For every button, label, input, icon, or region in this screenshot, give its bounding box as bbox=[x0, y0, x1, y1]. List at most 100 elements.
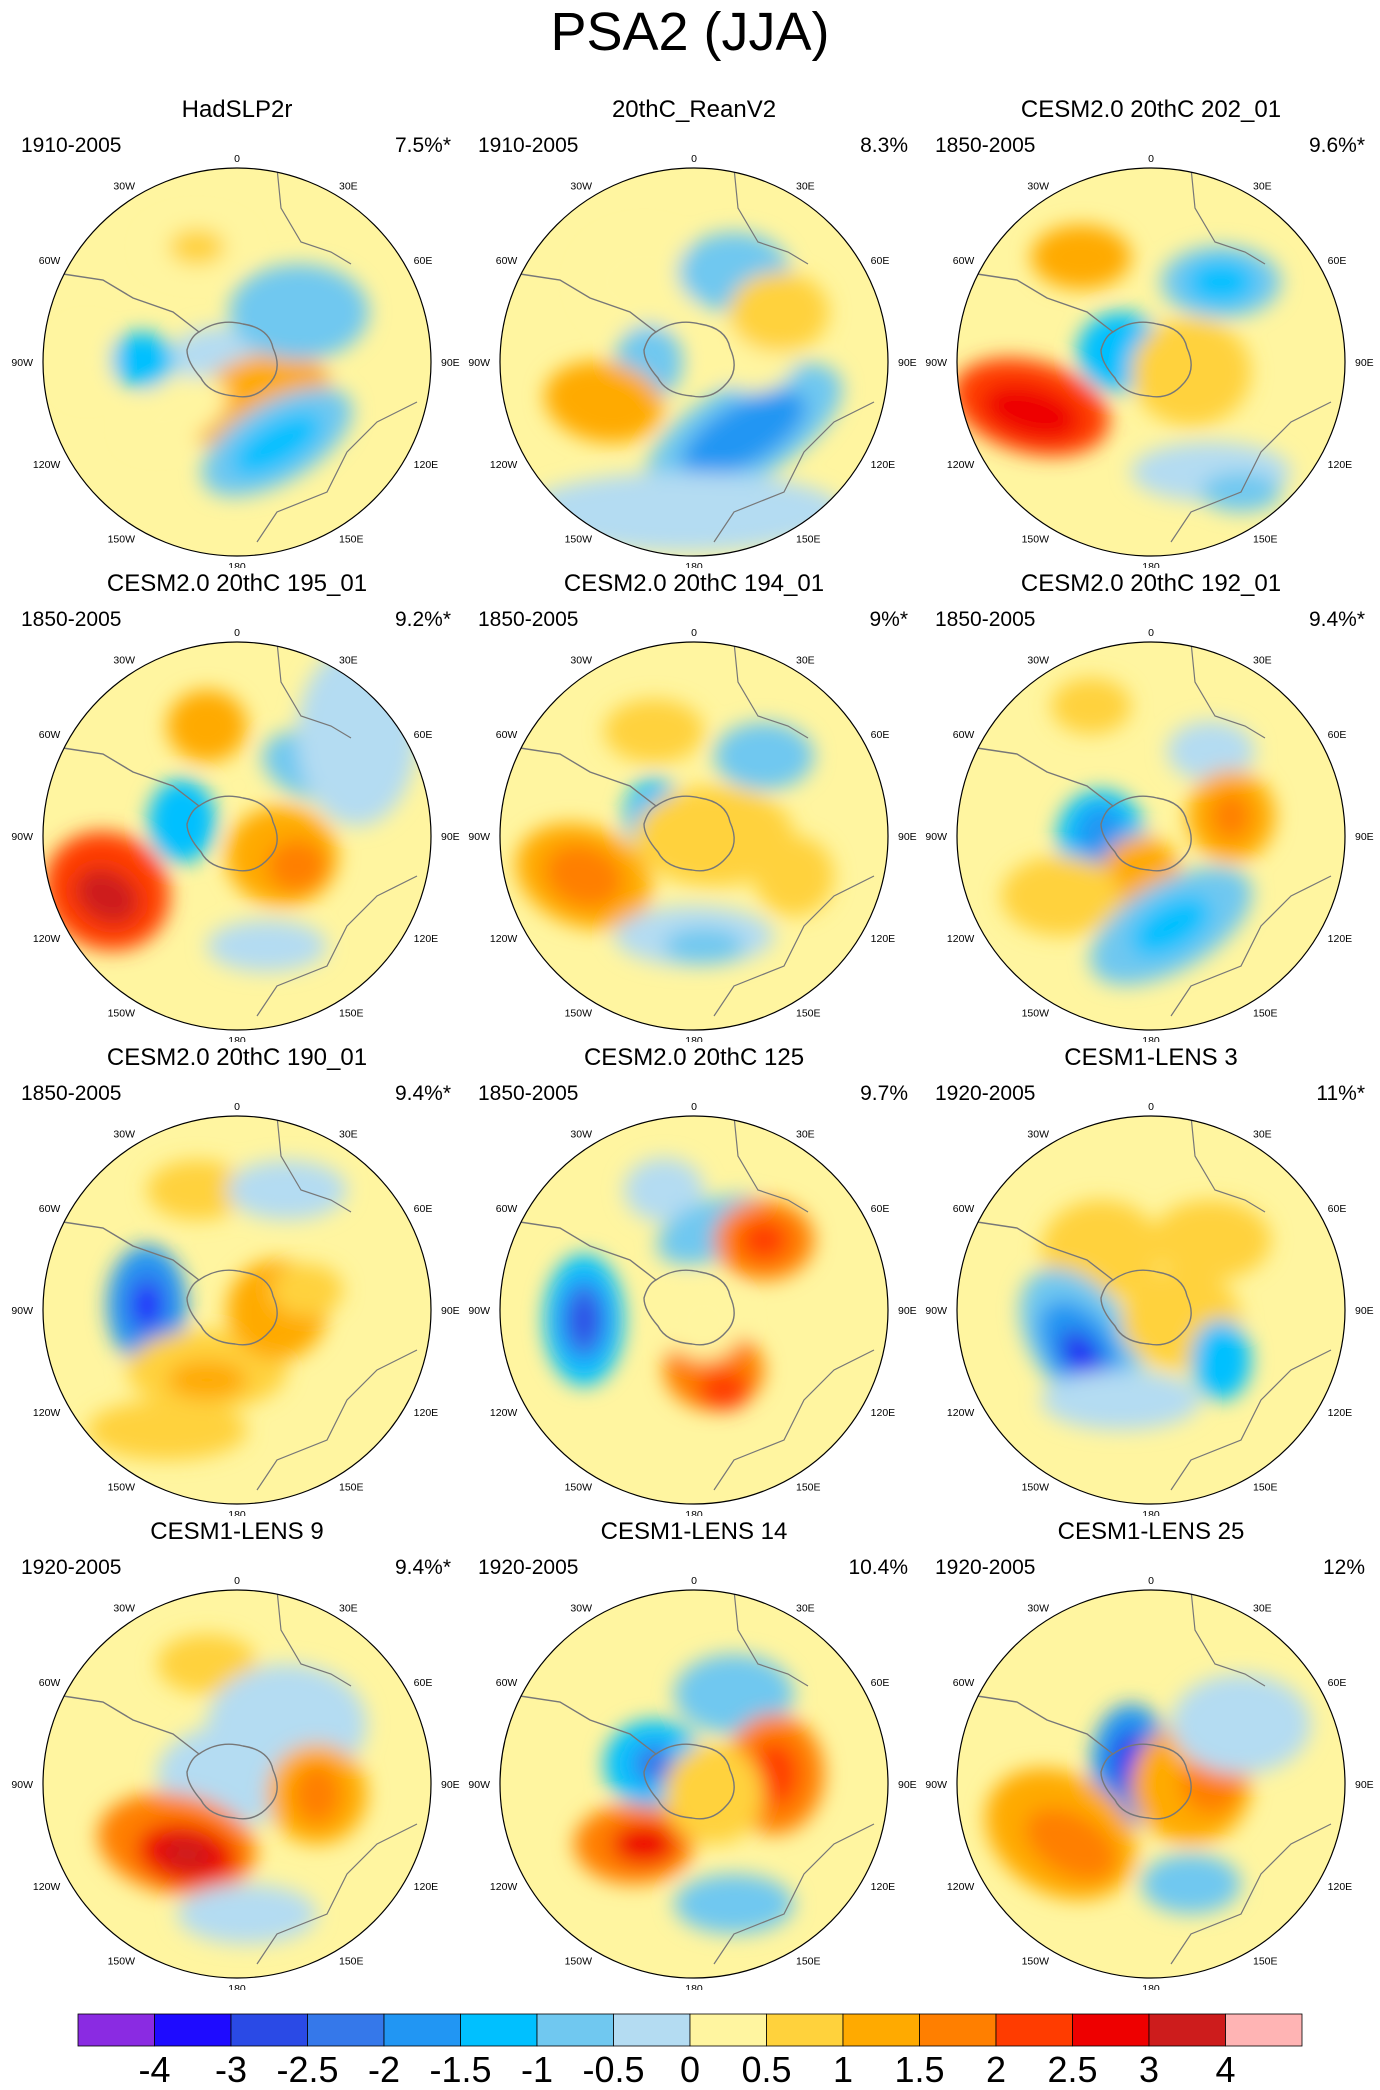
longitude-label: 60W bbox=[953, 1203, 975, 1215]
longitude-label: 120W bbox=[490, 1881, 518, 1893]
panel-period: 1850-2005 bbox=[478, 608, 579, 631]
panel-variance: 9.6%* bbox=[1308, 134, 1365, 157]
panel-variance: 9.2%* bbox=[394, 608, 451, 631]
longitude-label: 120E bbox=[1328, 1407, 1353, 1419]
longitude-label: 120E bbox=[1328, 459, 1353, 471]
longitude-label: 120W bbox=[947, 1881, 975, 1893]
colorbar-tick-label: -2 bbox=[367, 2049, 401, 2090]
longitude-label: 120W bbox=[33, 1881, 61, 1893]
colorbar-swatch bbox=[230, 2013, 308, 2047]
panel-period: 1920-2005 bbox=[478, 1556, 579, 1579]
colorbar-swatch bbox=[842, 2013, 920, 2047]
longitude-label: 90W bbox=[11, 831, 33, 843]
longitude-label: 180 bbox=[685, 1035, 703, 1042]
australia-coastline bbox=[1170, 1349, 1332, 1491]
longitude-label: 120W bbox=[947, 933, 975, 945]
colorbar-tick-label: 1 bbox=[832, 2049, 854, 2090]
anomaly-contour bbox=[232, 412, 322, 476]
anomaly-contour bbox=[267, 840, 327, 892]
colorbar-swatch bbox=[766, 2013, 844, 2047]
map-border bbox=[499, 167, 889, 557]
longitude-label: 90E bbox=[898, 357, 917, 369]
panel-title: CESM1-LENS 3 bbox=[1064, 1044, 1238, 1071]
longitude-label: 90W bbox=[468, 357, 490, 369]
longitude-label: 60W bbox=[953, 1677, 975, 1689]
anomaly-contour bbox=[126, 376, 228, 448]
anomaly-contour bbox=[74, 867, 140, 925]
longitude-label: 30W bbox=[1027, 1602, 1049, 1614]
anomaly-contour bbox=[161, 1837, 213, 1871]
longitude-label: 120W bbox=[490, 933, 518, 945]
map-border bbox=[42, 641, 432, 1031]
colorbar-tick-label: 3 bbox=[1138, 2049, 1160, 2090]
anomaly-contour bbox=[729, 272, 829, 352]
longitude-label: 30E bbox=[339, 180, 358, 192]
longitude-label: 60E bbox=[1328, 1677, 1347, 1689]
polar-map: 0 30E 60E 90E 120E 150E 180 150W 120W 90W 60W 30W bbox=[468, 1101, 916, 1516]
australia-coastline bbox=[713, 401, 875, 543]
colorbar-swatch bbox=[919, 2013, 997, 2047]
antarctica-coastline bbox=[643, 321, 735, 398]
longitude-label: 120W bbox=[33, 933, 61, 945]
africa-coastline bbox=[276, 168, 352, 265]
map-border bbox=[956, 1589, 1346, 1979]
south-america-coastline bbox=[976, 747, 1114, 807]
australia-coastline bbox=[256, 401, 418, 543]
colorbar bbox=[77, 2013, 1303, 2047]
anomaly-contour bbox=[582, 232, 706, 332]
longitude-label: 90W bbox=[468, 1305, 490, 1317]
africa-coastline bbox=[733, 1116, 809, 1213]
colorbar-swatch bbox=[1225, 2013, 1303, 2047]
map-border bbox=[956, 641, 1346, 1031]
longitude-label: 60E bbox=[1328, 1203, 1347, 1215]
anomaly-contour bbox=[1131, 895, 1211, 957]
antarctica-coastline bbox=[186, 1743, 278, 1820]
panel-period: 1910-2005 bbox=[478, 134, 579, 157]
panel-period: 1850-2005 bbox=[935, 608, 1036, 631]
longitude-label: 150E bbox=[339, 1482, 364, 1494]
longitude-label: 60W bbox=[39, 1203, 61, 1215]
figure-title: PSA2 (JJA) bbox=[550, 2, 830, 62]
anomaly-contour bbox=[604, 699, 704, 763]
anomaly-contour bbox=[135, 1285, 159, 1325]
anomaly-contour bbox=[297, 646, 417, 826]
map-border bbox=[42, 167, 432, 557]
anomaly-contour bbox=[1171, 1674, 1311, 1774]
longitude-label: 60W bbox=[496, 1677, 518, 1689]
longitude-label: 30E bbox=[796, 180, 815, 192]
australia-coastline bbox=[256, 875, 418, 1017]
panel-period: 1920-2005 bbox=[21, 1556, 122, 1579]
longitude-label: 30W bbox=[1027, 1128, 1049, 1140]
colorbar-tick-label: 4 bbox=[1215, 2049, 1236, 2090]
south-america-coastline bbox=[976, 1695, 1114, 1755]
longitude-label: 120E bbox=[414, 1407, 439, 1419]
africa-coastline bbox=[733, 642, 809, 739]
australia-coastline bbox=[1170, 875, 1332, 1017]
colorbar-tick-label: 2.5 bbox=[1047, 2049, 1098, 2090]
anomaly-contour bbox=[177, 1884, 317, 1944]
colorbar-swatch bbox=[383, 2013, 461, 2047]
panel-title: CESM2.0 20thC 125 bbox=[583, 1044, 805, 1071]
south-america-coastline bbox=[62, 1695, 200, 1755]
australia-coastline bbox=[256, 1349, 418, 1491]
colorbar-tick-label: 1.5 bbox=[894, 2049, 945, 2090]
longitude-label: 120E bbox=[871, 1881, 896, 1893]
panel-title: 20thC_ReanV2 bbox=[611, 96, 777, 123]
longitude-label: 120W bbox=[947, 1407, 975, 1419]
longitude-label: 0 bbox=[691, 153, 697, 165]
panel-title: HadSLP2r bbox=[181, 96, 293, 123]
anomaly-contour bbox=[293, 1764, 341, 1824]
longitude-label: 90E bbox=[898, 831, 917, 843]
anomaly-contour bbox=[110, 332, 174, 388]
map-panel: CESM1-LENS 3 1920-2005 11%* 0 30E 60E 90E 120E 1… bbox=[925, 1044, 1377, 1516]
longitude-label: 90E bbox=[441, 1305, 460, 1317]
longitude-label: 90W bbox=[11, 357, 33, 369]
longitude-label: 90E bbox=[898, 1779, 917, 1791]
panel-variance: 9%* bbox=[869, 608, 908, 631]
longitude-label: 150E bbox=[1253, 1008, 1278, 1020]
longitude-label: 30W bbox=[1027, 654, 1049, 666]
panel-period: 1920-2005 bbox=[935, 1082, 1036, 1105]
longitude-label: 150W bbox=[565, 1008, 593, 1020]
longitude-label: 60W bbox=[496, 729, 518, 741]
panel-variance: 9.4%* bbox=[394, 1556, 451, 1579]
